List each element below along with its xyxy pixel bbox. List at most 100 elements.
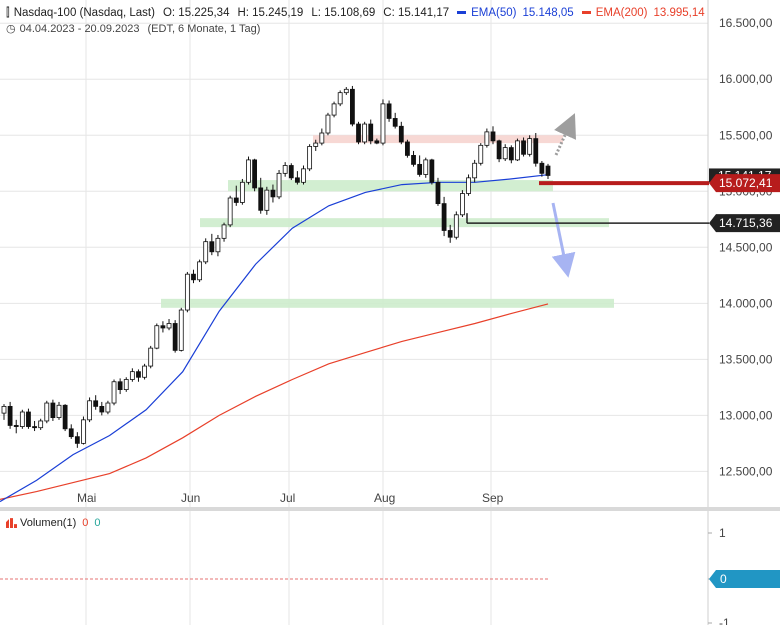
- candle-body: [129, 371, 135, 380]
- date-range: 04.04.2023 - 20.09.2023: [19, 23, 140, 35]
- candle-body: [484, 131, 490, 146]
- volume-tick-label: -1: [719, 616, 730, 625]
- candle-body: [154, 325, 160, 349]
- candle-body: [276, 172, 282, 198]
- y-tick-label: 14.000,00: [719, 296, 773, 310]
- candle-body: [362, 123, 368, 143]
- candles: [1, 85, 551, 448]
- candle-body: [429, 159, 435, 183]
- candle-body: [166, 323, 172, 329]
- candle-body: [136, 371, 141, 378]
- candle-body: [496, 140, 502, 160]
- candle-body: [270, 189, 276, 198]
- zone-green: [228, 180, 553, 192]
- candle-body: [7, 405, 13, 426]
- y-tick-label: 12.500,00: [719, 464, 773, 478]
- candle-body: [515, 140, 520, 161]
- candle-body: [1, 405, 7, 414]
- candle-body: [368, 123, 374, 142]
- candle-body: [398, 125, 404, 143]
- candle-body: [502, 147, 508, 160]
- zone-red: [313, 135, 563, 144]
- panel-separator: [0, 507, 780, 511]
- ema200-line: [0, 303, 549, 500]
- level-price-tag: [709, 174, 780, 193]
- candle-body: [508, 147, 514, 161]
- volume-value-b: 0: [94, 517, 101, 529]
- candle-body: [539, 162, 545, 174]
- candle-body: [117, 381, 123, 390]
- candle-body: [44, 402, 50, 422]
- y-tick-label: 14.500,00: [719, 240, 773, 254]
- candle-body: [221, 224, 227, 239]
- y-tick-label: 13.500,00: [719, 352, 773, 366]
- candle-body: [423, 159, 429, 175]
- candle-body: [26, 411, 31, 427]
- ema50-value: 15.148,05: [522, 7, 574, 19]
- ema50-line: [0, 174, 549, 503]
- candle-body: [356, 123, 361, 143]
- volume-value-a: 0: [82, 517, 89, 529]
- candle-body: [466, 177, 471, 194]
- candle-body: [246, 159, 251, 183]
- bar-chart-icon[interactable]: ⫿: [6, 5, 10, 19]
- candle-body: [197, 261, 202, 281]
- candle-body: [203, 241, 209, 263]
- candle-body: [184, 273, 190, 311]
- candle-body: [325, 114, 331, 134]
- y-axis: 16.500,0016.000,0015.500,0015.000,0014.5…: [719, 16, 773, 478]
- candle-body: [319, 132, 325, 144]
- volume-current-label: 0: [720, 572, 727, 586]
- candle-body: [264, 189, 270, 211]
- x-tick-label: Aug: [374, 491, 395, 505]
- candle-body: [282, 165, 288, 174]
- candle-body: [62, 404, 68, 430]
- y-tick-label: 16.000,00: [719, 72, 773, 86]
- ema200-value: 13.995,14: [653, 7, 705, 19]
- ema200-legend[interactable]: EMA(200) 13.995,14: [581, 7, 705, 19]
- candle-body: [81, 419, 86, 444]
- volume-header: Volumen(1) 0 0: [6, 517, 109, 529]
- candle-body: [453, 214, 459, 238]
- candle-body: [32, 426, 37, 429]
- candle-body: [417, 163, 423, 175]
- chart-header: ⫿ Nasdaq-100 (Nasdaq, Last) O: 15.225,34 H:…: [6, 5, 713, 20]
- candle-body: [313, 142, 319, 147]
- candle-body: [294, 177, 300, 183]
- candle-body: [301, 168, 306, 183]
- candle-body: [527, 138, 533, 155]
- ema50-legend[interactable]: EMA(50) 15.148,05: [457, 7, 574, 19]
- zones: [161, 135, 614, 308]
- candle-body: [411, 155, 416, 165]
- candle-body: [148, 347, 154, 367]
- candle-body: [337, 92, 343, 105]
- candle-body: [307, 146, 313, 170]
- clock-icon: ◷: [6, 22, 16, 35]
- x-tick-label: Jun: [181, 491, 200, 505]
- candle-body: [74, 436, 80, 444]
- candle-body: [380, 103, 386, 144]
- candle-body: [160, 325, 166, 329]
- candle-body: [142, 365, 147, 378]
- candle-body: [233, 197, 239, 203]
- x-tick-label: Jul: [280, 491, 295, 505]
- candle-body: [19, 411, 25, 427]
- candle-body: [252, 159, 258, 189]
- candle-body: [258, 187, 264, 211]
- down-arrow: [551, 202, 576, 278]
- close-value: C: 15.141,17: [383, 7, 450, 19]
- candle-body: [392, 118, 398, 127]
- candle-body: [123, 379, 129, 390]
- candle-body: [13, 425, 19, 427]
- ema50-swatch: [457, 11, 467, 15]
- candle-body: [441, 203, 447, 231]
- candle-body: [68, 428, 74, 438]
- volume-tick-label: 1: [719, 526, 726, 540]
- candle-body: [288, 165, 294, 179]
- x-axis: Mai Jun Jul Aug Sep: [77, 491, 504, 505]
- volume-panel: 10-10: [0, 526, 780, 625]
- candle-body: [374, 140, 380, 144]
